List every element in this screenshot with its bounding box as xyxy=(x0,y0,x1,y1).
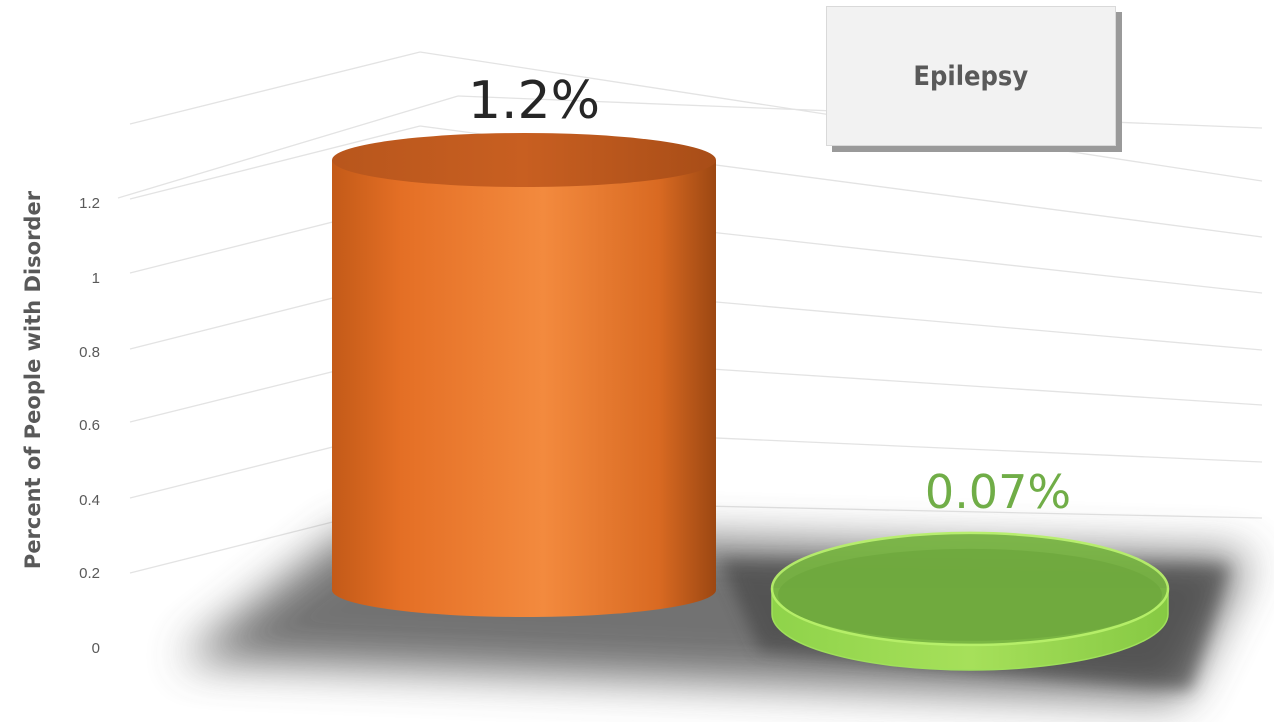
data-labels: 1.2% 0.07% xyxy=(468,71,1071,519)
bar-2-top-inner xyxy=(778,548,1162,641)
bar-1-body xyxy=(332,160,716,617)
y-axis-label: Percent of People with Disorder xyxy=(21,190,45,570)
bars-layer xyxy=(332,133,1170,671)
gridline-left xyxy=(129,125,421,200)
bar-cylinder-1 xyxy=(332,133,716,617)
legend: Epilepsy xyxy=(826,6,1116,146)
bar-cylinder-2 xyxy=(770,531,1170,671)
legend-label: Epilepsy xyxy=(913,60,1029,92)
gridline-left xyxy=(117,95,459,199)
y-tick-labels: 0 0.2 0.4 0.6 0.8 1 1.2 xyxy=(79,195,100,657)
y-tick-label: 0.2 xyxy=(79,565,100,582)
y-tick-label: 1 xyxy=(92,270,100,287)
y-tick-label: 0.6 xyxy=(79,417,100,434)
y-tick-label: 0.4 xyxy=(79,492,100,509)
y-tick-label: 0.8 xyxy=(79,344,100,361)
data-label-1: 1.2% xyxy=(468,71,600,131)
bar-1-top xyxy=(332,133,716,187)
data-label-2: 0.07% xyxy=(925,465,1071,519)
y-tick-label: 1.2 xyxy=(79,195,100,212)
y-tick-label: 0 xyxy=(92,640,100,657)
gridline-left xyxy=(129,51,421,125)
